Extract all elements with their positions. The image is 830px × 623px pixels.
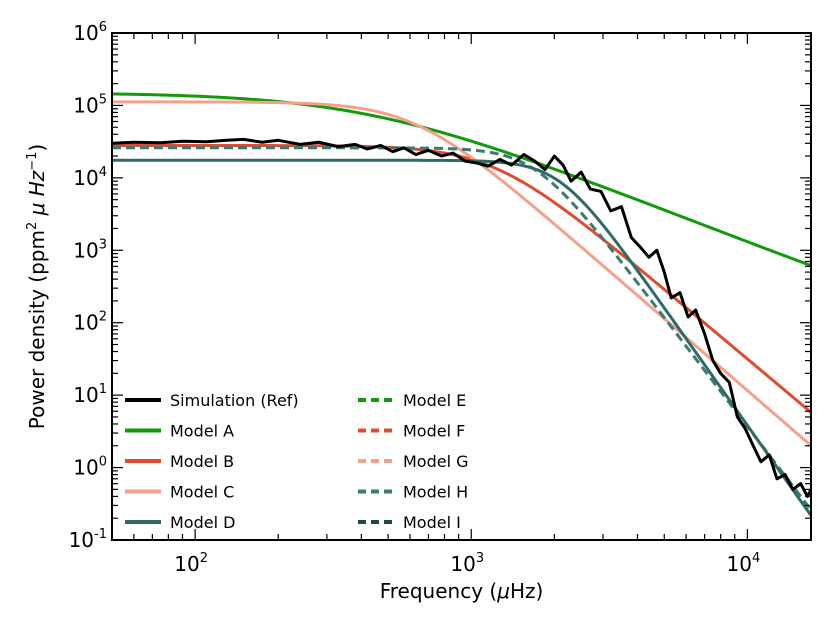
legend-label: Model B <box>170 452 234 471</box>
legend-label: Model D <box>170 513 235 532</box>
legend-item: Simulation (Ref) <box>125 391 299 410</box>
series-line-model-d <box>112 158 811 517</box>
legend-item: Model E <box>358 391 466 410</box>
x-tick-label: 102 <box>174 551 208 576</box>
legend-label: Model G <box>403 452 469 471</box>
y-tick-label: 106 <box>73 20 107 45</box>
legend-item: Model H <box>358 483 468 502</box>
legend-item: Model C <box>125 483 234 502</box>
y-tick-label: 101 <box>73 382 107 407</box>
y-tick-label: 102 <box>73 310 107 335</box>
series-line-model-a <box>112 92 811 267</box>
legend-item: Model G <box>358 452 469 471</box>
y-axis-label-group: Power density (ppm2 μ Hz−1) <box>25 144 49 429</box>
series-line-model-c <box>112 100 811 447</box>
tick-layer: 102 103 104 10-1 100 101 102 103 104 105 106 <box>69 20 811 576</box>
legend-label: Model C <box>170 483 234 502</box>
series-layer <box>112 92 811 517</box>
y-axis-label: Power density (ppm2 μ Hz−1) <box>25 144 49 429</box>
series-line-model-h <box>112 146 811 511</box>
legend-item: Model A <box>125 422 234 441</box>
y-tick-label: 105 <box>73 92 107 117</box>
legend-label: Model A <box>170 422 234 441</box>
y-tick-label: 104 <box>73 165 107 190</box>
legend-item: Model D <box>125 513 235 532</box>
series-line-model-b <box>112 143 811 414</box>
x-axis-label-group: Frequency (μHz) <box>380 579 544 603</box>
y-tick-label: 10-1 <box>69 527 107 552</box>
plot-frame <box>111 32 812 541</box>
x-tick-label: 103 <box>450 551 484 576</box>
legend-label: Model E <box>403 391 466 410</box>
y-tick-label: 100 <box>73 455 107 480</box>
legend-item: Model I <box>358 513 461 532</box>
legend-label: Model F <box>403 422 465 441</box>
y-tick-label: 103 <box>73 237 107 262</box>
legend: Simulation (Ref) Model A Model B Model C Mod… <box>125 391 469 532</box>
series-line-simulation-ref <box>112 137 811 498</box>
legend-label: Model I <box>403 513 461 532</box>
legend-item: Model B <box>125 452 234 471</box>
x-tick-label: 104 <box>727 551 761 576</box>
legend-label: Simulation (Ref) <box>170 391 299 410</box>
legend-item: Model F <box>358 422 465 441</box>
legend-label: Model H <box>403 483 468 502</box>
x-axis-label: Frequency (μHz) <box>380 579 544 603</box>
